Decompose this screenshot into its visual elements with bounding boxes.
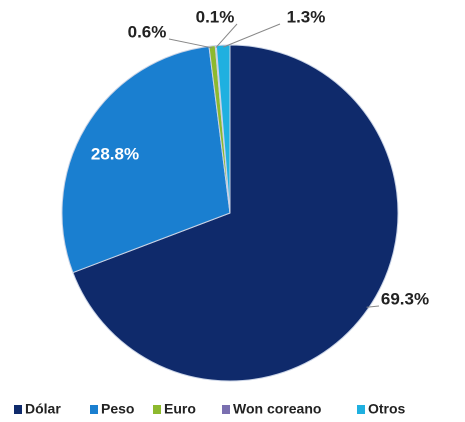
data-labels: 69.3% 28.8% 0.6% 0.1% 1.3% — [91, 7, 429, 308]
leader-line — [168, 38, 213, 49]
leader-line — [223, 23, 281, 48]
data-label: 69.3% — [381, 289, 429, 308]
pie-slice — [215, 44, 231, 214]
legend-label: Dólar — [25, 401, 61, 417]
legend-swatch — [357, 405, 365, 414]
legend-swatch — [222, 405, 230, 414]
legend: Dólar Peso Euro Won coreano Otros — [14, 401, 406, 417]
legend-swatch — [14, 405, 22, 414]
pie-slice — [61, 45, 231, 274]
legend-swatch — [153, 405, 161, 414]
legend-label: Peso — [101, 401, 134, 417]
data-label: 1.3% — [287, 7, 326, 26]
pie-slice — [72, 44, 399, 382]
leader-line — [215, 23, 238, 48]
legend-label: Won coreano — [233, 401, 321, 417]
pie — [61, 44, 399, 382]
data-label: 0.6% — [128, 22, 167, 41]
legend-label: Euro — [164, 401, 196, 417]
data-label: 0.1% — [196, 7, 235, 26]
legend-label: Otros — [368, 401, 406, 417]
data-label: 28.8% — [91, 144, 139, 163]
legend-swatch — [90, 405, 98, 414]
leader-line — [366, 305, 380, 308]
